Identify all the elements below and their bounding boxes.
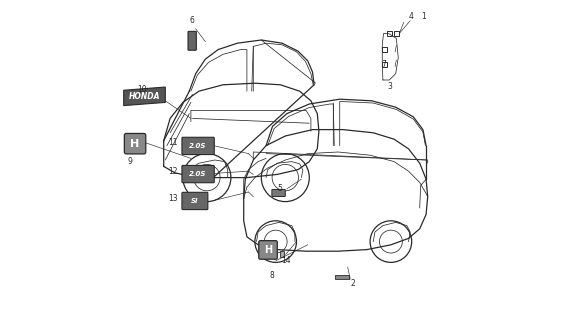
Text: 10: 10 bbox=[137, 85, 147, 94]
Text: HONDA: HONDA bbox=[129, 92, 160, 101]
Text: Si: Si bbox=[191, 198, 199, 204]
Bar bbox=[381, 62, 387, 67]
FancyBboxPatch shape bbox=[125, 133, 146, 154]
Bar bbox=[394, 31, 399, 36]
Text: H: H bbox=[264, 245, 272, 255]
Text: 12: 12 bbox=[168, 167, 177, 176]
Text: 4: 4 bbox=[408, 12, 413, 21]
Text: 5: 5 bbox=[277, 184, 282, 193]
Text: 1: 1 bbox=[421, 12, 426, 21]
FancyBboxPatch shape bbox=[182, 165, 214, 183]
FancyBboxPatch shape bbox=[259, 241, 277, 259]
Bar bbox=[280, 251, 284, 257]
FancyBboxPatch shape bbox=[182, 192, 208, 210]
Bar bbox=[335, 275, 350, 279]
Text: 8: 8 bbox=[269, 271, 274, 280]
Text: 11: 11 bbox=[168, 138, 177, 147]
Text: 2: 2 bbox=[350, 279, 355, 288]
Text: 2.0S: 2.0S bbox=[190, 143, 207, 149]
Text: 6: 6 bbox=[189, 16, 194, 25]
Text: 7: 7 bbox=[381, 60, 387, 68]
FancyBboxPatch shape bbox=[182, 137, 214, 155]
Bar bbox=[387, 31, 392, 36]
Text: H: H bbox=[131, 139, 140, 149]
Bar bbox=[381, 47, 387, 52]
Text: 9: 9 bbox=[127, 157, 132, 166]
Text: 2.0S: 2.0S bbox=[190, 171, 207, 177]
Text: 13: 13 bbox=[168, 194, 177, 203]
Text: 14: 14 bbox=[282, 256, 291, 265]
FancyBboxPatch shape bbox=[188, 31, 196, 50]
FancyBboxPatch shape bbox=[272, 189, 286, 196]
Text: 3: 3 bbox=[387, 82, 392, 91]
Polygon shape bbox=[123, 87, 165, 106]
